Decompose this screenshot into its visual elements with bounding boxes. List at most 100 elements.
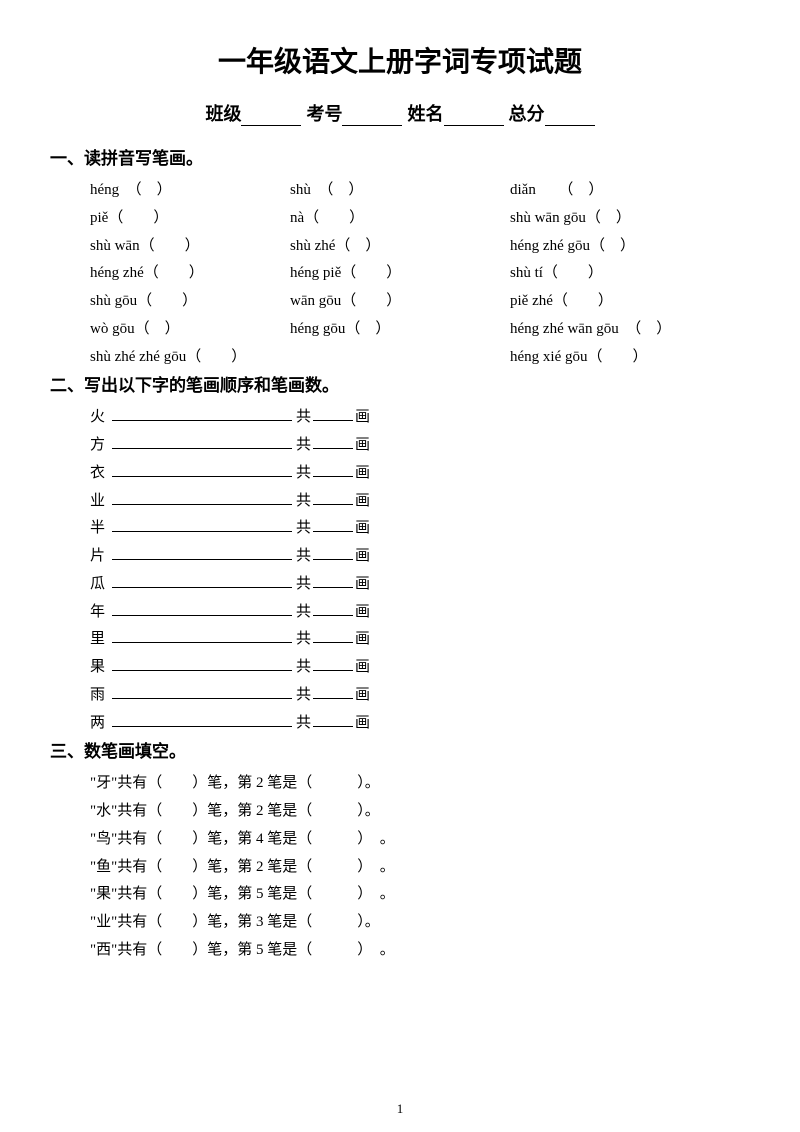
count-question: "水"共有（ ）笔，第 2 笔是（ ）。	[90, 798, 750, 826]
count-blank[interactable]	[313, 656, 353, 671]
stroke-blank[interactable]	[112, 573, 292, 588]
examno-blank[interactable]	[342, 108, 402, 126]
count-blank[interactable]	[313, 545, 353, 560]
hua-label: 画	[355, 460, 370, 488]
char-label: 火	[90, 404, 108, 432]
char-label: 雨	[90, 682, 108, 710]
pinyin-cell: piě zhé（ ）	[510, 288, 750, 316]
stroke-blank[interactable]	[112, 712, 292, 727]
count-blank[interactable]	[313, 517, 353, 532]
gong-label: 共	[296, 599, 311, 627]
count-blank[interactable]	[313, 434, 353, 449]
stroke-row: 火 共画	[90, 404, 750, 432]
pinyin-cell: wān gōu（ ）	[290, 288, 510, 316]
section3-header: 三、数笔画填空。	[50, 737, 750, 762]
stroke-blank[interactable]	[112, 406, 292, 421]
hua-label: 画	[355, 599, 370, 627]
hua-label: 画	[355, 682, 370, 710]
count-question: "西"共有（ ）笔，第 5 笔是（ ） 。	[90, 937, 750, 965]
pinyin-cell: héng （ ）	[90, 177, 290, 205]
count-blank[interactable]	[313, 684, 353, 699]
pinyin-cell: héng zhé（ ）	[90, 260, 290, 288]
pinyin-cell: héng xié gōu（ ）	[510, 344, 750, 372]
char-label: 半	[90, 515, 108, 543]
pinyin-row: shù zhé zhé gōu（ ） héng xié gōu（ ）	[90, 344, 750, 372]
count-question: "鱼"共有（ ）笔，第 2 笔是（ ） 。	[90, 854, 750, 882]
char-label: 两	[90, 710, 108, 738]
pinyin-row: piě（ ）nà（ ）shù wān gōu（ ）	[90, 205, 750, 233]
pinyin-cell: héng gōu（ ）	[290, 316, 510, 344]
stroke-row: 里 共画	[90, 626, 750, 654]
stroke-blank[interactable]	[112, 490, 292, 505]
stroke-blank[interactable]	[112, 684, 292, 699]
hua-label: 画	[355, 404, 370, 432]
gong-label: 共	[296, 515, 311, 543]
stroke-row: 年 共画	[90, 599, 750, 627]
stroke-row: 果 共画	[90, 654, 750, 682]
class-label: 班级	[205, 104, 241, 124]
class-blank[interactable]	[241, 108, 301, 126]
count-blank[interactable]	[313, 406, 353, 421]
char-label: 里	[90, 626, 108, 654]
char-label: 年	[90, 599, 108, 627]
section1-body: héng （ ）shù （ ）diǎn （ ）piě（ ）nà（ ）shù wā…	[50, 177, 750, 371]
hua-label: 画	[355, 432, 370, 460]
hua-label: 画	[355, 515, 370, 543]
count-blank[interactable]	[313, 573, 353, 588]
page-number: 1	[0, 1101, 800, 1117]
count-question: "牙"共有（ ）笔，第 2 笔是（ ）。	[90, 770, 750, 798]
section2-body: 火 共画方 共画衣 共画业 共画半 共画片 共画瓜 共画年 共画里 共画果 共画…	[50, 404, 750, 737]
char-label: 瓜	[90, 571, 108, 599]
hua-label: 画	[355, 654, 370, 682]
stroke-row: 两 共画	[90, 710, 750, 738]
char-label: 业	[90, 488, 108, 516]
stroke-row: 瓜 共画	[90, 571, 750, 599]
info-line: 班级 考号 姓名 总分	[50, 100, 750, 126]
hua-label: 画	[355, 626, 370, 654]
gong-label: 共	[296, 682, 311, 710]
pinyin-cell: shù zhé（ ）	[290, 233, 510, 261]
gong-label: 共	[296, 432, 311, 460]
pinyin-cell: shù wān（ ）	[90, 233, 290, 261]
pinyin-row: shù wān（ ）shù zhé（ ）héng zhé gōu（ ）	[90, 233, 750, 261]
char-label: 衣	[90, 460, 108, 488]
stroke-blank[interactable]	[112, 434, 292, 449]
count-question: "业"共有（ ）笔，第 3 笔是（ ）。	[90, 909, 750, 937]
stroke-row: 片 共画	[90, 543, 750, 571]
char-label: 片	[90, 543, 108, 571]
stroke-blank[interactable]	[112, 462, 292, 477]
name-label: 姓名	[408, 104, 444, 124]
stroke-blank[interactable]	[112, 517, 292, 532]
count-blank[interactable]	[313, 712, 353, 727]
pinyin-cell: shù zhé zhé gōu（ ）	[90, 344, 290, 372]
page-title: 一年级语文上册字词专项试题	[50, 40, 750, 80]
gong-label: 共	[296, 404, 311, 432]
stroke-blank[interactable]	[112, 545, 292, 560]
char-label: 方	[90, 432, 108, 460]
pinyin-row: héng zhé（ ）héng piě（ ）shù tí（ ）	[90, 260, 750, 288]
stroke-blank[interactable]	[112, 601, 292, 616]
section3-body: "牙"共有（ ）笔，第 2 笔是（ ）。"水"共有（ ）笔，第 2 笔是（ ）。…	[50, 770, 750, 964]
stroke-row: 业 共画	[90, 488, 750, 516]
name-blank[interactable]	[444, 108, 504, 126]
stroke-row: 方 共画	[90, 432, 750, 460]
gong-label: 共	[296, 543, 311, 571]
count-blank[interactable]	[313, 462, 353, 477]
pinyin-cell: piě（ ）	[90, 205, 290, 233]
pinyin-cell: diǎn （ ）	[510, 177, 750, 205]
count-question: "果"共有（ ）笔，第 5 笔是（ ） 。	[90, 881, 750, 909]
count-blank[interactable]	[313, 490, 353, 505]
pinyin-row: wò gōu（ ）héng gōu（ ）héng zhé wān gōu （ ）	[90, 316, 750, 344]
hua-label: 画	[355, 543, 370, 571]
pinyin-cell: shù tí（ ）	[510, 260, 750, 288]
score-blank[interactable]	[545, 108, 595, 126]
count-blank[interactable]	[313, 628, 353, 643]
count-blank[interactable]	[313, 601, 353, 616]
pinyin-cell: shù wān gōu（ ）	[510, 205, 750, 233]
count-question: "鸟"共有（ ）笔，第 4 笔是（ ） 。	[90, 826, 750, 854]
hua-label: 画	[355, 571, 370, 599]
hua-label: 画	[355, 488, 370, 516]
stroke-blank[interactable]	[112, 628, 292, 643]
char-label: 果	[90, 654, 108, 682]
stroke-blank[interactable]	[112, 656, 292, 671]
